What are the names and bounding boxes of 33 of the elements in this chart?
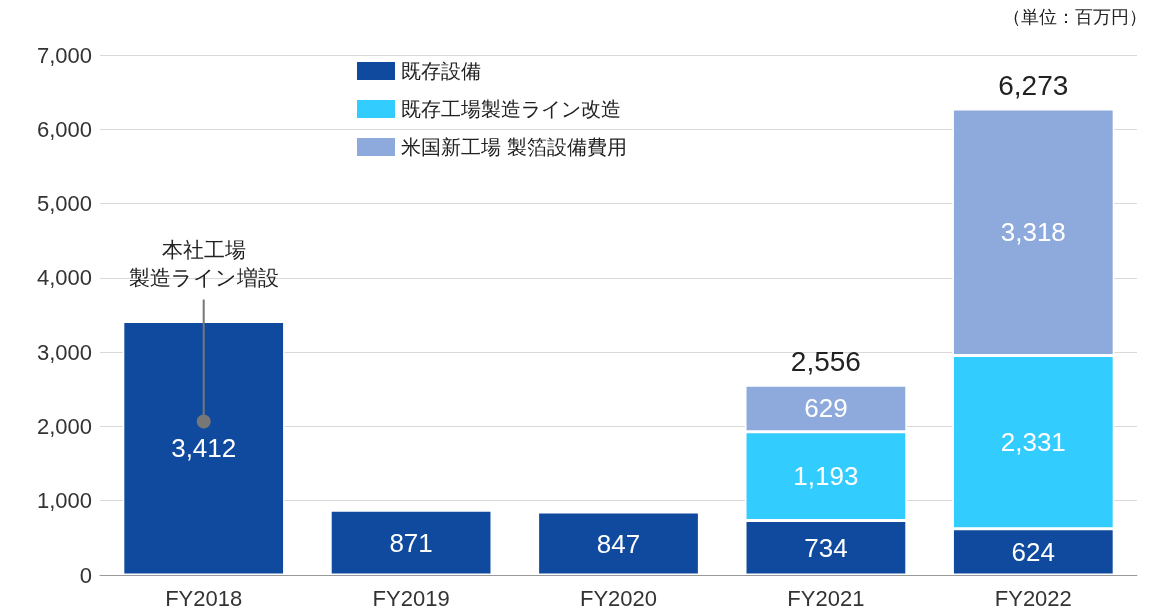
- x-tick-label: FY2021: [787, 585, 865, 611]
- data-label: 3,412: [171, 433, 237, 464]
- bar: [330, 510, 492, 575]
- x-tick-label: FY2020: [579, 585, 658, 611]
- data-label: 2,331: [1000, 427, 1066, 458]
- y-tick-label: 6,000: [36, 116, 92, 142]
- bar: [122, 321, 285, 575]
- x-tick-label: FY2019: [372, 585, 450, 611]
- y-tick-label: 3,000: [36, 339, 92, 365]
- data-label: 629: [804, 393, 848, 424]
- x-tick-label: FY2022: [994, 585, 1072, 611]
- data-label: 871: [389, 527, 433, 558]
- annotation: 製造ライン増設: [128, 266, 279, 290]
- total-label: 2,556: [790, 345, 861, 377]
- bar: [537, 512, 700, 575]
- data-label: 3,318: [1000, 217, 1066, 248]
- y-tick-label: 0: [79, 562, 92, 588]
- y-tick-label: 1,000: [36, 488, 92, 514]
- y-tick-label: 4,000: [36, 265, 92, 291]
- y-tick-label: 7,000: [36, 42, 92, 68]
- text: （単位：百万円）: [1003, 7, 1147, 27]
- data-label: 1,193: [793, 461, 859, 492]
- data-label: 734: [804, 532, 848, 563]
- data-label: 847: [596, 528, 641, 559]
- y-tick-label: 2,000: [36, 413, 92, 439]
- data-label: 624: [1011, 536, 1055, 567]
- legend-label: 既存設備: [401, 60, 481, 82]
- legend-label: 既存工場製造ライン改造: [401, 98, 621, 120]
- legend-label: 米国新工場 製箔設備費用: [401, 136, 627, 158]
- y-tick-label: 5,000: [36, 191, 92, 217]
- annotation: 本社工場: [161, 238, 246, 262]
- total-label: 6,273: [998, 69, 1069, 101]
- x-tick-label: FY2018: [165, 585, 243, 611]
